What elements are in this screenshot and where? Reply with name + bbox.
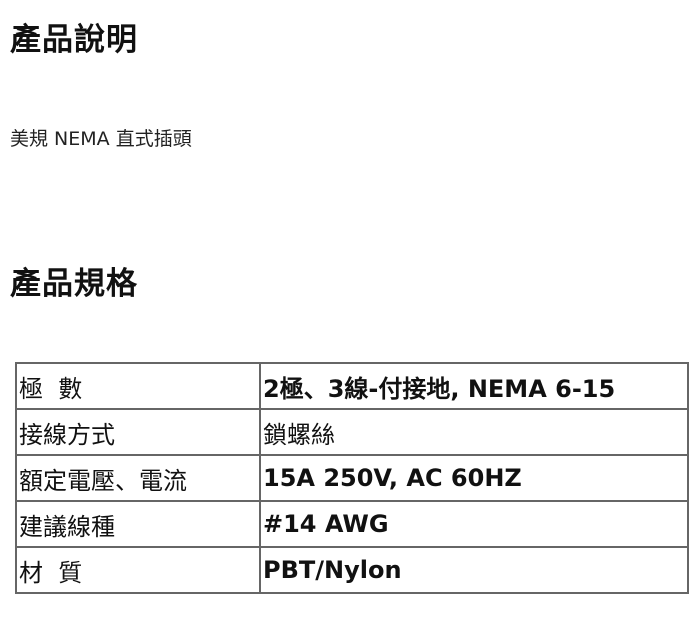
spec-value: #14 AWG (259, 500, 689, 548)
spec-value: 2極、3線-付接地, NEMA 6-15 (259, 362, 689, 410)
spec-label: 極 數 (15, 362, 261, 410)
spec-value: 鎖螺絲 (259, 408, 689, 456)
spec-label: 額定電壓、電流 (15, 454, 261, 502)
spec-label: 材 質 (15, 546, 261, 594)
description-text: 美規 NEMA 直式插頭 (10, 128, 192, 150)
spec-table: 極 數 2極、3線-付接地, NEMA 6-15 接線方式 鎖螺絲 額定電壓、電流 1… (15, 362, 689, 594)
description-heading: 產品說明 (10, 22, 138, 58)
table-row: 極 數 2極、3線-付接地, NEMA 6-15 (15, 362, 689, 410)
spec-heading: 產品規格 (10, 266, 138, 302)
spec-value: PBT/Nylon (259, 546, 689, 594)
table-row: 額定電壓、電流 15A 250V, AC 60HZ (15, 454, 689, 502)
table-row: 材 質 PBT/Nylon (15, 546, 689, 594)
spec-label: 接線方式 (15, 408, 261, 456)
spec-label: 建議線種 (15, 500, 261, 548)
spec-value: 15A 250V, AC 60HZ (259, 454, 689, 502)
table-row: 接線方式 鎖螺絲 (15, 408, 689, 456)
table-row: 建議線種 #14 AWG (15, 500, 689, 548)
